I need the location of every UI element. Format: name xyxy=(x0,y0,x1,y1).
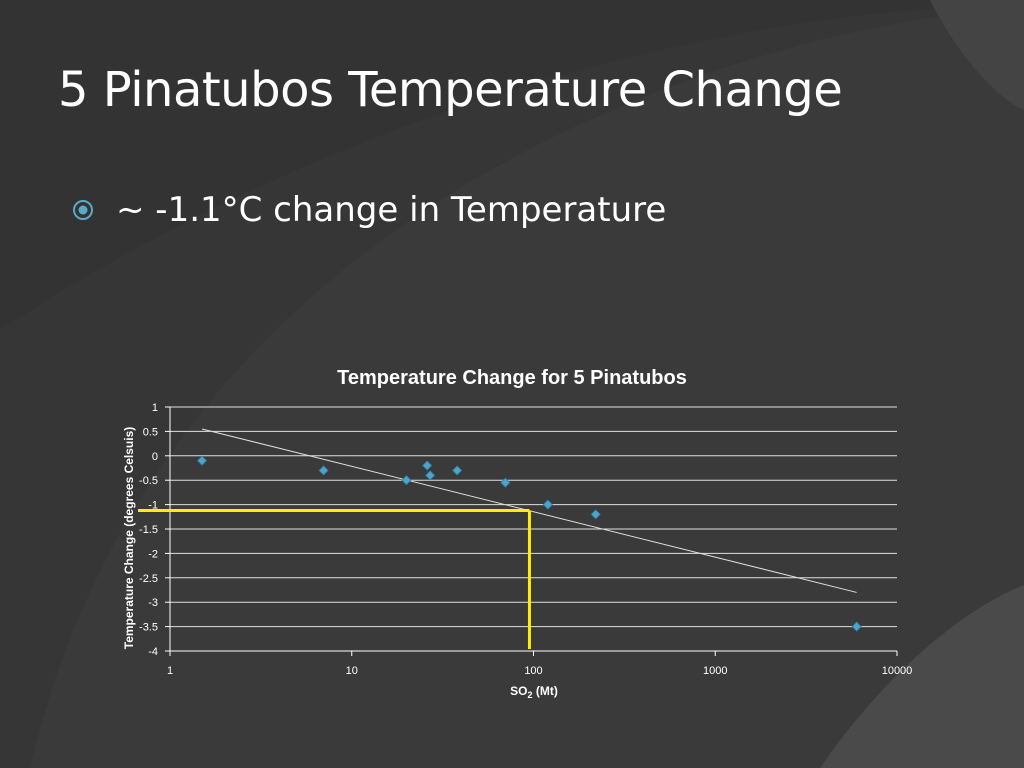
x-tick-label: 1000 xyxy=(703,665,727,677)
y-tick-label: -3 xyxy=(148,597,158,609)
bullet-text: ~ -1.1°C change in Temperature xyxy=(116,190,667,230)
data-point xyxy=(401,475,412,486)
x-axis-label-unit: (Mt) xyxy=(533,684,558,698)
x-tick-label: 10 xyxy=(346,665,358,677)
x-tick-label: 10000 xyxy=(882,665,913,677)
x-tick-label: 100 xyxy=(524,665,542,677)
grid-lines xyxy=(170,406,897,652)
y-tick-label: -1.5 xyxy=(139,524,158,536)
y-tick-label: -2.5 xyxy=(139,573,158,585)
x-axis-label-main: SO xyxy=(510,684,527,698)
slide-title: 5 Pinatubos Temperature Change xyxy=(58,62,843,118)
y-tick-label: -0.5 xyxy=(139,475,158,487)
data-point xyxy=(425,470,436,481)
y-tick-label: -3.5 xyxy=(139,622,158,634)
data-point xyxy=(590,509,601,520)
x-axis-label-sub: 2 xyxy=(528,690,533,700)
annotation-layer xyxy=(138,508,531,649)
data-point xyxy=(196,455,208,466)
data-point xyxy=(851,621,862,632)
x-tick-label: 1 xyxy=(167,665,173,677)
y-tick-label: -2 xyxy=(148,548,158,560)
data-points xyxy=(196,455,862,632)
data-point xyxy=(318,465,329,476)
y-tick-label: 0.5 xyxy=(143,426,158,438)
bullet-item: ~ -1.1°C change in Temperature xyxy=(72,190,666,230)
target-circle-icon xyxy=(73,200,93,220)
data-point xyxy=(500,477,511,488)
chart-title: Temperature Change for 5 Pinatubos xyxy=(337,367,687,389)
data-point xyxy=(542,499,553,510)
data-point xyxy=(452,465,463,476)
y-axis-label: Temperature Change (degrees Celsuis) xyxy=(122,427,136,650)
y-tick-label: -1 xyxy=(148,500,158,512)
data-point xyxy=(422,460,433,471)
axes xyxy=(165,406,898,656)
x-axis-label: SO2 (Mt) xyxy=(510,684,558,700)
y-tick-label: 0 xyxy=(152,451,158,463)
y-tick-label: -4 xyxy=(148,646,158,658)
y-tick-labels: 1 0.5 0 -0.5 -1 -1.5 -2 -2.5 -3 -3.5 -4 xyxy=(139,402,158,658)
x-tick-labels: 1 10 100 1000 10000 xyxy=(167,665,912,677)
y-tick-label: 1 xyxy=(152,402,158,414)
